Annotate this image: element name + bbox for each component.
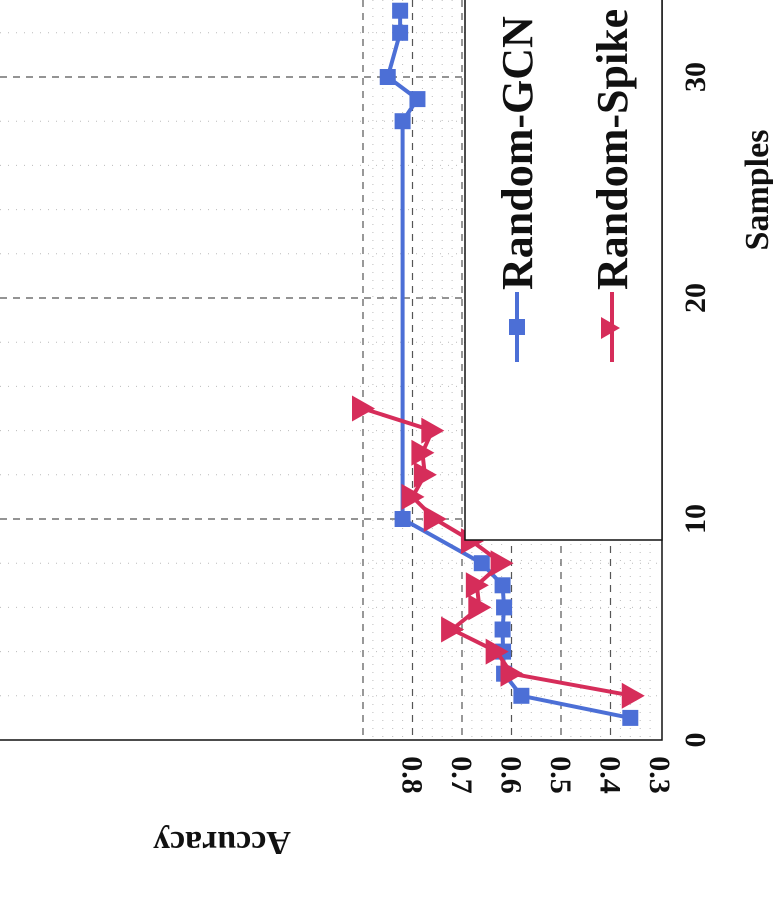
data-point-random-gcn — [392, 24, 409, 41]
plot-area — [0, 0, 663, 741]
data-point-random-gcn — [379, 69, 396, 85]
data-point-random-spike — [413, 461, 437, 488]
x-tick-labels: 0 10 20 30 — [679, 62, 712, 748]
data-point-random-spike — [465, 572, 489, 599]
legend-marker-random-spike — [601, 317, 620, 339]
legend-box — [464, 0, 663, 541]
data-point-random-spike — [441, 616, 465, 643]
legend-label-random-gcn: Random-GCN — [493, 16, 542, 290]
y-tick-label: 0.5 — [544, 756, 577, 794]
y-tick-label: 0.4 — [594, 756, 627, 794]
x-tick-label: 0 — [679, 733, 712, 748]
data-point-random-spike — [352, 395, 375, 422]
x-tick-label: 10 — [679, 504, 712, 534]
data-point-random-spike — [423, 506, 447, 532]
legend: Random-GCN Random-Spike — [464, 0, 663, 541]
data-point-random-gcn — [394, 511, 411, 527]
data-point-random-spike — [621, 682, 645, 709]
x-tick-label: 20 — [679, 283, 712, 313]
legend-entry-random-spike: Random-Spike — [588, 9, 637, 362]
data-point-random-spike — [485, 638, 509, 665]
data-point-random-gcn — [494, 577, 511, 594]
x-tick-label: 30 — [679, 62, 712, 92]
y-tick-labels: 0.3 0.4 0.5 0.6 0.7 0.8 — [396, 756, 677, 794]
data-point-random-gcn — [394, 113, 411, 130]
x-axis-label: Samples — [739, 130, 773, 251]
y-tick-label: 0.8 — [396, 756, 429, 794]
legend-label-random-spike: Random-Spike — [588, 9, 637, 290]
data-point-random-gcn — [513, 687, 530, 704]
data-point-random-gcn — [496, 599, 513, 616]
data-point-random-spike — [490, 550, 514, 577]
legend-entry-random-gcn: Random-GCN — [493, 16, 542, 362]
data-point-random-spike — [468, 594, 492, 621]
data-point-random-spike — [411, 439, 435, 466]
data-point-random-gcn — [392, 2, 409, 19]
data-point-random-spike — [421, 417, 445, 444]
data-point-random-spike — [401, 483, 425, 510]
y-tick-label: 0.3 — [643, 756, 676, 794]
data-point-random-spike — [500, 660, 524, 687]
data-point-random-gcn — [622, 709, 639, 726]
y-tick-label: 0.7 — [445, 756, 478, 794]
y-tick-label: 0.6 — [495, 756, 528, 794]
data-point-random-gcn — [494, 621, 511, 638]
data-point-random-gcn — [409, 91, 426, 108]
y-axis-label: Accuracy — [153, 824, 291, 861]
legend-marker-random-gcn — [509, 319, 525, 335]
data-point-random-gcn — [473, 555, 490, 572]
